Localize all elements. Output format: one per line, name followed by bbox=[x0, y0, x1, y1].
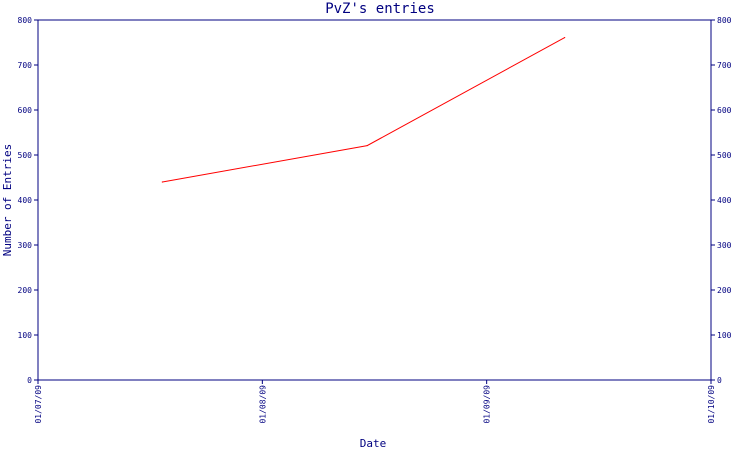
y-tick-label: 800 bbox=[18, 16, 33, 25]
x-tick-label: 01/09/09 bbox=[483, 385, 492, 424]
y-tick-label-right: 500 bbox=[717, 151, 732, 160]
y-tick-label-right: 100 bbox=[717, 331, 732, 340]
y-axis-label: Number of Entries bbox=[1, 144, 14, 257]
y-tick-label-right: 300 bbox=[717, 241, 732, 250]
y-tick-label: 300 bbox=[18, 241, 33, 250]
y-tick-label-right: 700 bbox=[717, 61, 732, 70]
y-tick-label-right: 400 bbox=[717, 196, 732, 205]
x-tick-label: 01/08/09 bbox=[258, 385, 267, 424]
x-axis-label: Date bbox=[360, 437, 387, 450]
y-tick-label: 600 bbox=[18, 106, 33, 115]
data-point bbox=[161, 181, 163, 183]
y-tick-label-right: 600 bbox=[717, 106, 732, 115]
y-axis-right: 0 100 200 300 400 500 600 700 800 bbox=[711, 16, 732, 385]
y-tick-label: 700 bbox=[18, 61, 33, 70]
y-tick-label-right: 200 bbox=[717, 286, 732, 295]
y-tick-label: 500 bbox=[18, 151, 33, 160]
x-tick-label: 01/10/09 bbox=[707, 385, 716, 424]
y-tick-label-right: 0 bbox=[717, 376, 722, 385]
chart-title: PvZ's entries bbox=[325, 1, 435, 17]
y-axis-left: 0 100 200 300 400 500 600 700 800 bbox=[18, 16, 38, 385]
data-point bbox=[366, 144, 368, 147]
y-tick-label-right: 800 bbox=[717, 16, 732, 25]
series-group bbox=[161, 36, 566, 183]
x-axis: 01/07/09 01/08/09 01/09/09 01/10/09 bbox=[34, 380, 716, 424]
y-tick-label: 200 bbox=[18, 286, 33, 295]
plot-area bbox=[37, 19, 712, 381]
y-tick-label: 400 bbox=[18, 196, 33, 205]
x-tick-label: 01/07/09 bbox=[34, 385, 43, 424]
y-tick-label: 0 bbox=[27, 376, 32, 385]
data-point bbox=[564, 36, 566, 39]
y-tick-label: 100 bbox=[18, 331, 33, 340]
